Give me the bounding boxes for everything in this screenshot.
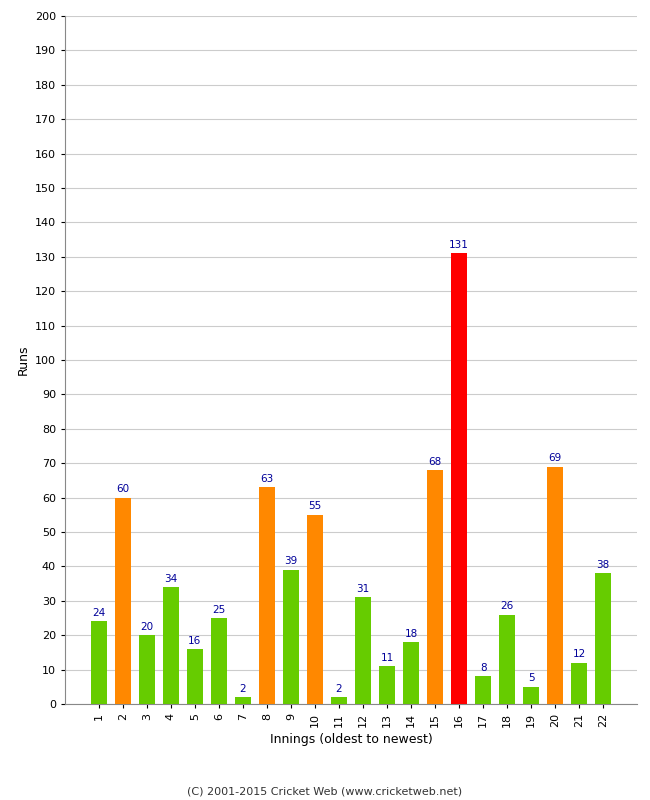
Text: 68: 68 <box>428 457 442 466</box>
Text: 18: 18 <box>404 629 418 638</box>
Bar <box>211 618 227 704</box>
Text: 20: 20 <box>140 622 153 632</box>
Text: 16: 16 <box>188 635 202 646</box>
Bar <box>523 686 539 704</box>
Text: 24: 24 <box>92 608 105 618</box>
Bar <box>115 498 131 704</box>
Text: 31: 31 <box>356 584 370 594</box>
Bar <box>91 622 107 704</box>
Bar <box>283 570 299 704</box>
Text: 2: 2 <box>240 684 246 694</box>
Bar <box>547 466 563 704</box>
Text: 12: 12 <box>573 650 586 659</box>
Text: 63: 63 <box>260 474 274 484</box>
Text: 60: 60 <box>116 484 129 494</box>
Bar <box>235 697 251 704</box>
Text: 26: 26 <box>500 601 514 611</box>
Y-axis label: Runs: Runs <box>16 345 29 375</box>
Bar <box>355 598 370 704</box>
Bar <box>307 515 323 704</box>
Bar <box>139 635 155 704</box>
Bar <box>499 614 515 704</box>
Text: 131: 131 <box>449 240 469 250</box>
Bar <box>595 574 611 704</box>
Text: 34: 34 <box>164 574 177 584</box>
Bar <box>187 649 203 704</box>
Bar <box>403 642 419 704</box>
Bar <box>259 487 275 704</box>
Bar <box>571 662 587 704</box>
Bar <box>163 587 179 704</box>
Text: 55: 55 <box>308 502 322 511</box>
Bar <box>475 677 491 704</box>
Text: 39: 39 <box>284 557 298 566</box>
Text: 25: 25 <box>213 605 226 614</box>
Text: 38: 38 <box>597 560 610 570</box>
Bar <box>332 697 347 704</box>
Text: 2: 2 <box>335 684 343 694</box>
Text: 11: 11 <box>380 653 394 662</box>
Text: 5: 5 <box>528 674 534 683</box>
Bar <box>379 666 395 704</box>
Text: 8: 8 <box>480 663 486 673</box>
Bar <box>427 470 443 704</box>
Text: (C) 2001-2015 Cricket Web (www.cricketweb.net): (C) 2001-2015 Cricket Web (www.cricketwe… <box>187 786 463 796</box>
Bar <box>451 254 467 704</box>
Text: 69: 69 <box>549 453 562 463</box>
X-axis label: Innings (oldest to newest): Innings (oldest to newest) <box>270 733 432 746</box>
